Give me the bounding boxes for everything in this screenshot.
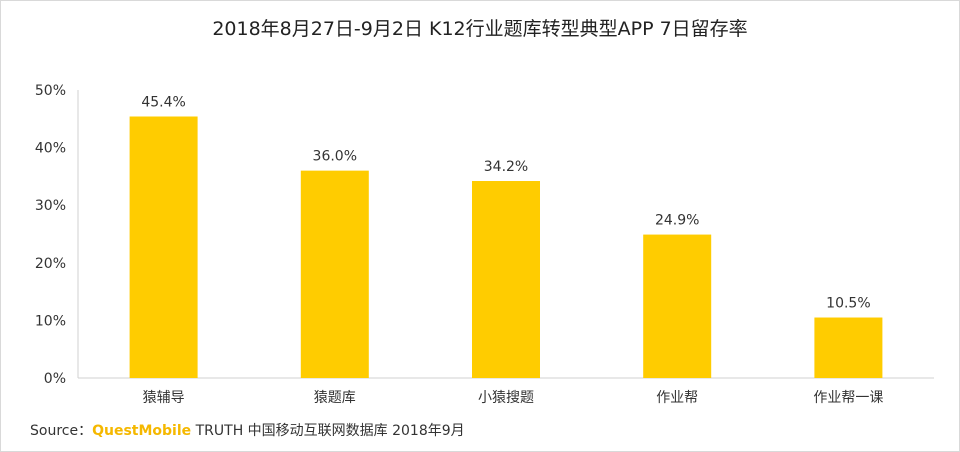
- source-prefix: Source：: [30, 423, 93, 439]
- source-brand: QuestMobile: [92, 423, 192, 439]
- data-label: 24.9%: [655, 213, 699, 229]
- data-label: 34.2%: [484, 159, 528, 175]
- bar: [814, 317, 883, 378]
- y-tick-label: 30%: [35, 198, 66, 214]
- y-tick-label: 20%: [35, 256, 66, 272]
- y-tick-label: 0%: [44, 371, 66, 387]
- x-tick-label: 猿辅导: [143, 390, 185, 406]
- data-label: 45.4%: [141, 94, 185, 110]
- x-tick-label: 猿题库: [314, 390, 356, 406]
- x-tick-label: 作业帮一课: [813, 390, 883, 406]
- source-text: TRUTH 中国移动互联网数据库 2018年9月: [195, 423, 465, 439]
- y-tick-label: 40%: [35, 141, 66, 157]
- bar: [643, 234, 712, 378]
- data-label: 36.0%: [313, 149, 357, 165]
- x-tick-label: 小猿搜题: [478, 390, 534, 406]
- bar: [472, 181, 540, 378]
- source-note: Source：QuestMobile TRUTH 中国移动互联网数据库 2018…: [30, 420, 465, 440]
- chart-title: 2018年8月27日-9月2日 K12行业题库转型典型APP 7日留存率: [212, 18, 748, 40]
- data-label: 10.5%: [826, 296, 870, 312]
- bar: [129, 116, 198, 378]
- y-tick-label: 50%: [35, 83, 66, 99]
- x-tick-label: 作业帮: [656, 390, 698, 406]
- y-tick-label: 10%: [35, 313, 66, 329]
- bar: [300, 170, 369, 378]
